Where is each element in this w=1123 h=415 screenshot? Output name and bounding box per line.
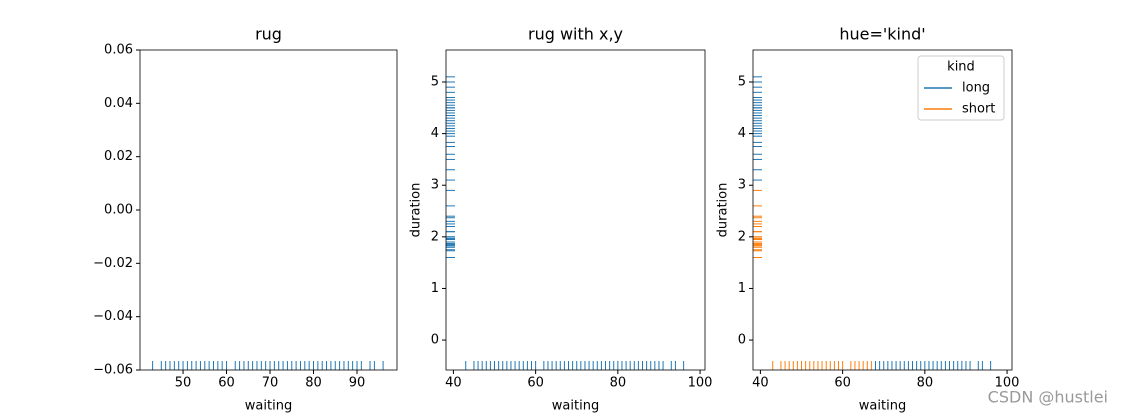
y-tick-label: 4 bbox=[431, 126, 439, 141]
y-tick-label: 3 bbox=[738, 178, 746, 193]
x-axis-label: waiting bbox=[552, 399, 599, 414]
x-tick-label: 100 bbox=[688, 376, 713, 391]
y-tick-label: 2 bbox=[431, 229, 439, 244]
x-axis-label: waiting bbox=[245, 399, 292, 414]
chart-title: rug bbox=[255, 25, 282, 44]
y-tick-label: 0.02 bbox=[104, 149, 133, 164]
axes-frame bbox=[752, 49, 1013, 371]
x-tick-label: 80 bbox=[305, 376, 322, 391]
x-tick-label: 40 bbox=[752, 376, 769, 391]
axes-frame bbox=[445, 49, 706, 371]
y-tick-label: −0.04 bbox=[93, 309, 133, 324]
x-tick-label: 80 bbox=[917, 376, 934, 391]
x-tick-label: 70 bbox=[262, 376, 279, 391]
watermark: CSDN @hustlei bbox=[988, 388, 1108, 407]
y-tick-label: −0.06 bbox=[93, 363, 133, 378]
y-tick-label: 3 bbox=[431, 178, 439, 193]
x-tick-label: 80 bbox=[610, 376, 627, 391]
y-tick-label: 0 bbox=[431, 333, 439, 348]
y-tick-label: 0.06 bbox=[104, 43, 133, 58]
x-tick-label: 60 bbox=[834, 376, 851, 391]
y-axis-label: duration bbox=[716, 183, 731, 238]
chart-title: rug with x,y bbox=[528, 25, 623, 44]
y-tick-label: 1 bbox=[738, 281, 746, 296]
legend-label: long bbox=[962, 81, 990, 96]
x-tick-label: 100 bbox=[995, 376, 1020, 391]
y-tick-label: 4 bbox=[738, 126, 746, 141]
y-tick-label: 5 bbox=[738, 75, 746, 90]
x-tick-label: 60 bbox=[527, 376, 544, 391]
y-axis-label: duration bbox=[409, 183, 424, 238]
legend-box bbox=[917, 55, 1005, 121]
x-tick-label: 60 bbox=[218, 376, 235, 391]
y-tick-label: 0.00 bbox=[104, 203, 133, 218]
y-tick-label: 5 bbox=[431, 75, 439, 90]
y-tick-label: −0.02 bbox=[93, 256, 133, 271]
legend-label: short bbox=[962, 102, 995, 117]
y-tick-label: 0.04 bbox=[104, 96, 133, 111]
chart-title: hue='kind' bbox=[839, 25, 925, 44]
y-tick-label: 1 bbox=[431, 281, 439, 296]
x-tick-label: 90 bbox=[349, 376, 366, 391]
x-tick-label: 40 bbox=[445, 376, 462, 391]
y-tick-label: 0 bbox=[738, 333, 746, 348]
legend-title: kind bbox=[947, 60, 975, 75]
axes-frame bbox=[139, 49, 398, 371]
x-axis-label: waiting bbox=[859, 399, 906, 414]
y-tick-label: 2 bbox=[738, 229, 746, 244]
x-tick-label: 50 bbox=[175, 376, 192, 391]
